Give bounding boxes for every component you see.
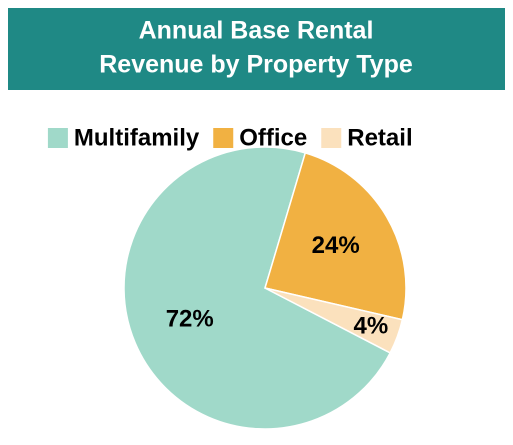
legend-swatch	[47, 128, 68, 148]
data-label: 72%	[166, 305, 214, 332]
chart-title: Annual Base Rental	[139, 17, 374, 45]
legend-label: Retail	[347, 124, 412, 151]
legend-swatch	[321, 128, 342, 148]
data-label: 24%	[312, 232, 360, 259]
pie-slice	[123, 146, 392, 430]
pie-slice	[264, 151, 407, 321]
chart-title: Revenue by Property Type	[99, 51, 413, 79]
pie-slice	[264, 287, 404, 354]
legend-label: Multifamily	[74, 124, 200, 151]
data-label: 4%	[354, 312, 389, 339]
legend-swatch	[213, 128, 234, 148]
title-banner	[8, 8, 505, 90]
